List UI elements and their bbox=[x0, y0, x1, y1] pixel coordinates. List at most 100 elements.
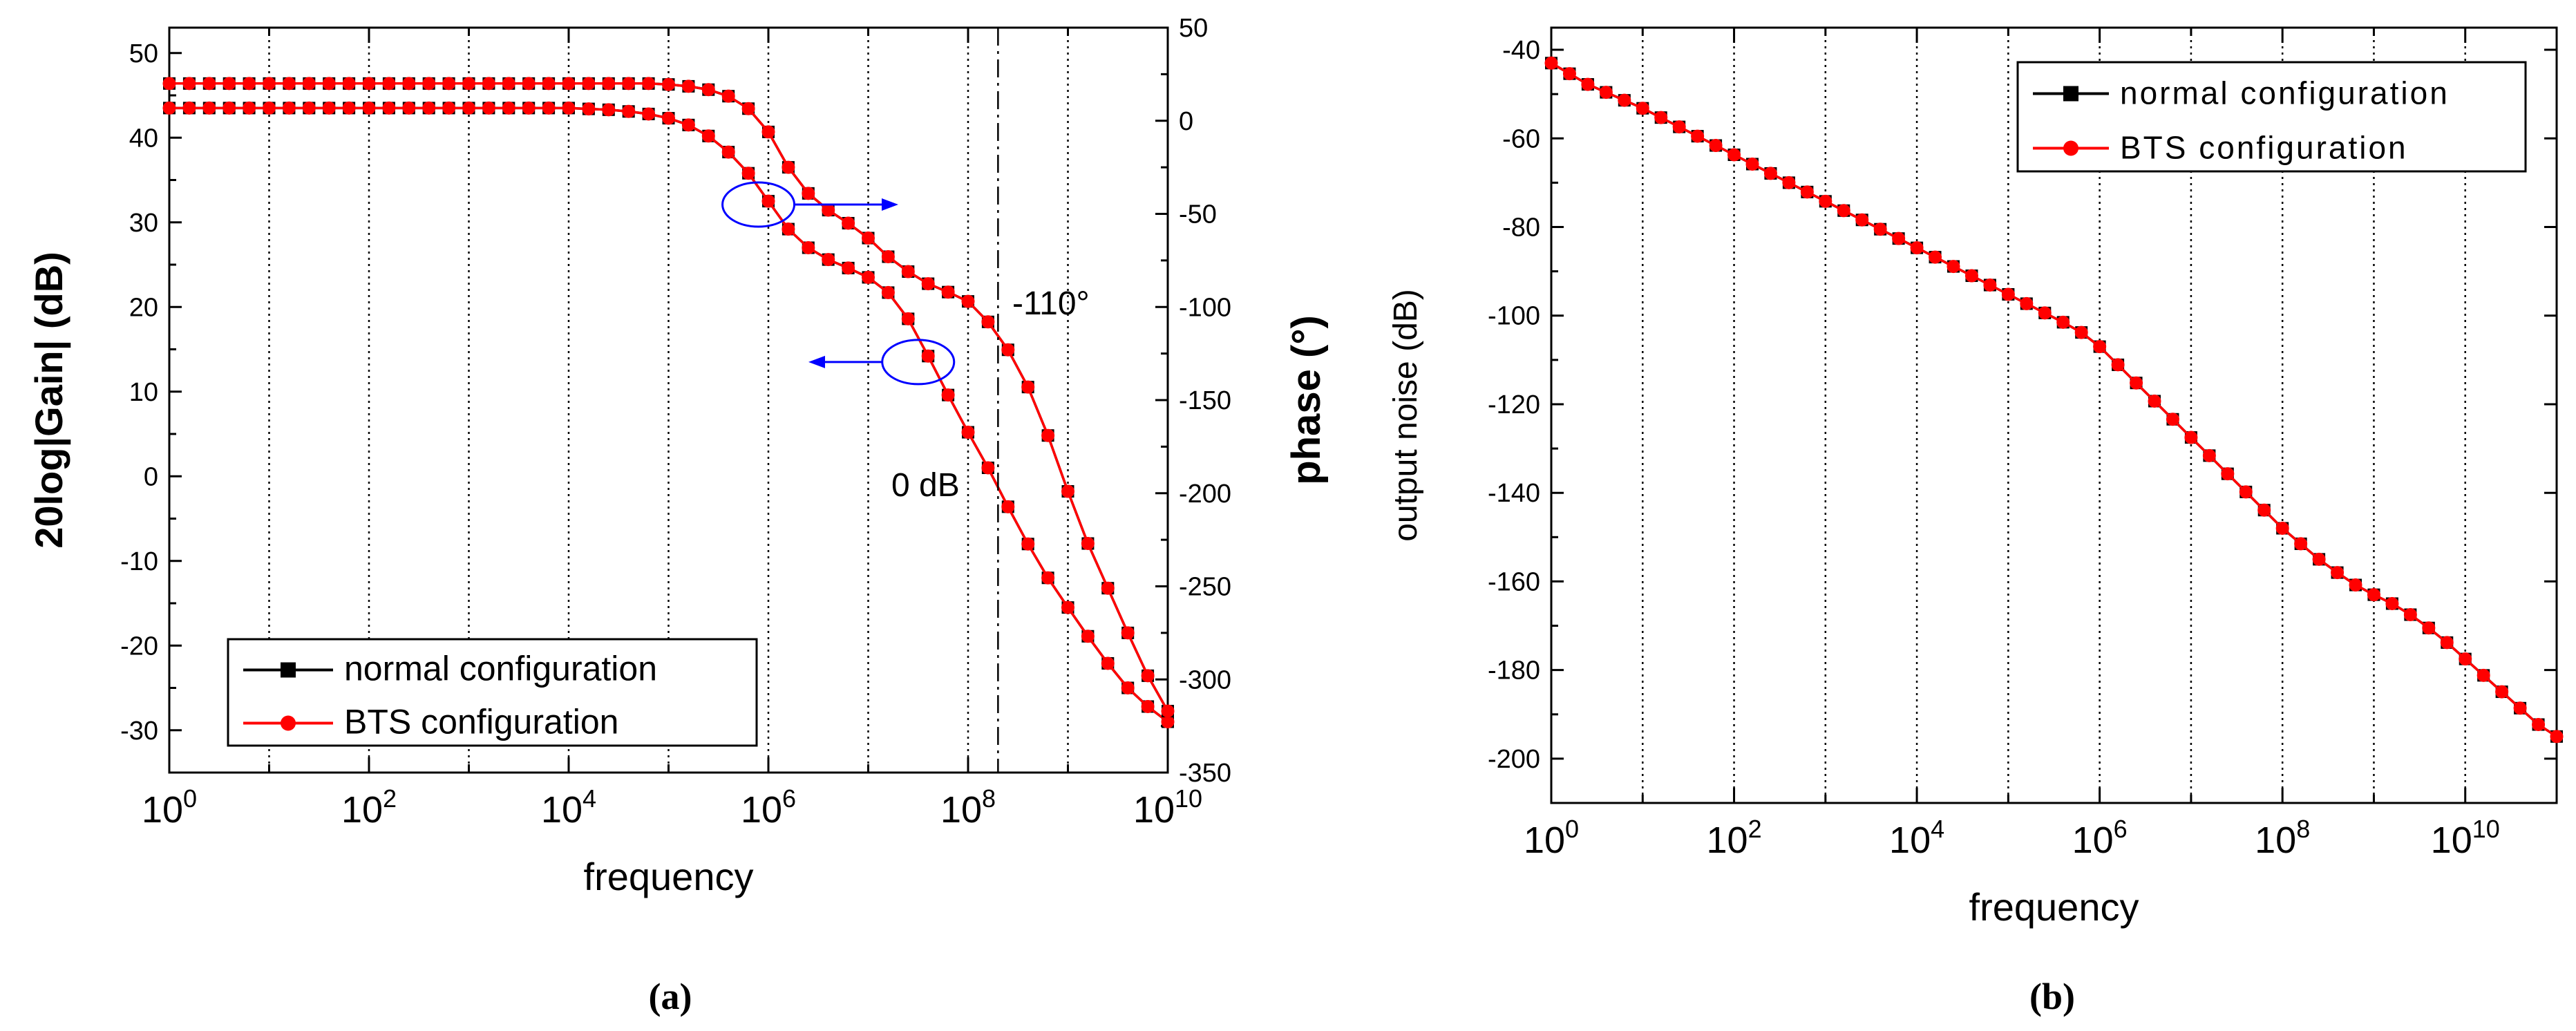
data-point-bts bbox=[662, 77, 675, 91]
data-point-bts bbox=[961, 294, 975, 308]
data-point-bts bbox=[222, 101, 236, 115]
x-axis-label-a: frequency bbox=[584, 855, 754, 898]
data-point-bts bbox=[2202, 448, 2216, 462]
x-tick-label-a: 108 bbox=[940, 784, 996, 831]
data-point-bts bbox=[1964, 269, 1978, 283]
data-point-bts bbox=[642, 77, 656, 91]
data-point-bts bbox=[1161, 715, 1175, 728]
data-point-bts bbox=[1061, 484, 1074, 498]
data-point-bts bbox=[1581, 77, 1595, 91]
data-point-bts bbox=[562, 101, 576, 115]
y2-tick-label-a: -150 bbox=[1179, 386, 1231, 415]
data-point-bts bbox=[1599, 86, 1613, 100]
data-point-bts bbox=[562, 77, 576, 91]
data-point-bts bbox=[263, 77, 276, 91]
data-point-bts bbox=[1819, 194, 1832, 208]
data-point-bts bbox=[881, 285, 895, 299]
data-point-bts bbox=[1782, 176, 1796, 189]
y-tick-label-b: -180 bbox=[1488, 656, 1540, 685]
annotation-phase: -110° bbox=[1012, 285, 1090, 322]
data-point-bts bbox=[1709, 139, 1723, 153]
y2-tick-label-a: -50 bbox=[1179, 200, 1217, 229]
x-tick-base: 10 bbox=[1133, 789, 1175, 831]
data-point-bts bbox=[701, 129, 715, 143]
legend-box-b bbox=[2016, 61, 2527, 173]
data-point-bts bbox=[1001, 500, 1015, 513]
data-point-bts bbox=[721, 89, 735, 103]
gain-arrow-head bbox=[808, 355, 825, 368]
data-point-bts bbox=[1929, 250, 1942, 264]
data-point-bts bbox=[1873, 223, 1887, 236]
data-point-bts bbox=[2495, 685, 2509, 699]
data-point-bts bbox=[941, 285, 955, 299]
x-tick-label-a: 1010 bbox=[1133, 784, 1202, 831]
data-point-bts bbox=[2038, 306, 2052, 320]
y-tick-label-b: -60 bbox=[1502, 124, 1540, 153]
y-tick-label-a: 40 bbox=[129, 124, 158, 153]
data-point-bts bbox=[961, 426, 975, 439]
chart-b: 100 102 104 106 108 1010-40-60-80-100-120-140… bbox=[1388, 26, 2564, 1017]
data-point-bts bbox=[582, 77, 596, 91]
data-point-bts bbox=[1101, 581, 1115, 595]
data-point-bts bbox=[1562, 67, 1576, 81]
data-point-bts bbox=[662, 111, 675, 125]
data-point-bts bbox=[2074, 325, 2088, 339]
data-point-bts bbox=[462, 77, 475, 91]
data-point-bts bbox=[2275, 521, 2289, 535]
data-point-bts bbox=[2513, 701, 2527, 715]
y-tick-label-a: -10 bbox=[120, 547, 158, 576]
data-point-bts bbox=[881, 249, 895, 263]
data-point-bts bbox=[602, 77, 616, 91]
data-point-bts bbox=[1983, 278, 1997, 292]
gain-ellipse bbox=[881, 339, 956, 386]
data-point-bts bbox=[1691, 129, 1705, 143]
data-point-bts bbox=[842, 216, 855, 230]
data-point-bts bbox=[681, 118, 695, 132]
data-point-bts bbox=[1727, 148, 1741, 162]
data-point-bts bbox=[522, 77, 536, 91]
y-tick-label-a: 30 bbox=[129, 209, 158, 238]
x-tick-label-a: 104 bbox=[541, 784, 596, 831]
data-point-bts bbox=[2440, 636, 2454, 650]
data-point-bts bbox=[941, 388, 955, 402]
y-tick-label-a: -20 bbox=[120, 632, 158, 661]
legend-label-0: normal configuration bbox=[344, 650, 657, 688]
y2-tick-label-a: -300 bbox=[1179, 665, 1231, 694]
data-point-bts bbox=[2367, 588, 2380, 602]
y2-tick-label-a: -250 bbox=[1179, 573, 1231, 602]
data-point-bts bbox=[1947, 260, 1960, 274]
y2-tick-label-a: 0 bbox=[1179, 107, 1193, 136]
legend-marker-bts bbox=[2063, 140, 2078, 156]
x-tick-exponent: 10 bbox=[2472, 815, 2500, 843]
data-point-bts bbox=[862, 231, 875, 245]
data-point-bts bbox=[622, 77, 636, 91]
data-point-bts bbox=[921, 277, 935, 291]
y-tick-label-b: -100 bbox=[1488, 302, 1540, 331]
data-point-bts bbox=[422, 77, 436, 91]
x-tick-label-b: 100 bbox=[1524, 815, 1579, 861]
data-point-bts bbox=[1081, 537, 1095, 551]
data-point-bts bbox=[802, 241, 815, 254]
data-point-bts bbox=[1141, 669, 1155, 683]
x-tick-exponent: 6 bbox=[2114, 815, 2128, 843]
data-point-bts bbox=[462, 101, 475, 115]
data-point-bts bbox=[901, 312, 915, 325]
data-point-bts bbox=[302, 77, 316, 91]
data-point-bts bbox=[2093, 340, 2107, 354]
x-axis-label-b: frequency bbox=[1969, 885, 2139, 929]
legend-label-1: BTS configuration bbox=[344, 703, 618, 741]
y-tick-label-b: -120 bbox=[1488, 390, 1540, 419]
plot-frame-b bbox=[1550, 26, 2558, 804]
data-point-bts bbox=[2239, 485, 2253, 499]
x-tick-base: 10 bbox=[541, 789, 583, 831]
data-point-bts bbox=[2349, 578, 2362, 592]
data-point-bts bbox=[502, 101, 515, 115]
x-tick-base: 10 bbox=[2255, 820, 2296, 861]
data-point-bts bbox=[542, 101, 556, 115]
x-tick-base: 10 bbox=[1889, 820, 1931, 861]
y-tick-label-b: -160 bbox=[1488, 567, 1540, 596]
data-point-bts bbox=[1021, 537, 1035, 551]
data-point-bts bbox=[2111, 358, 2125, 372]
x-tick-base: 10 bbox=[940, 789, 982, 831]
data-point-bts bbox=[2221, 467, 2235, 481]
